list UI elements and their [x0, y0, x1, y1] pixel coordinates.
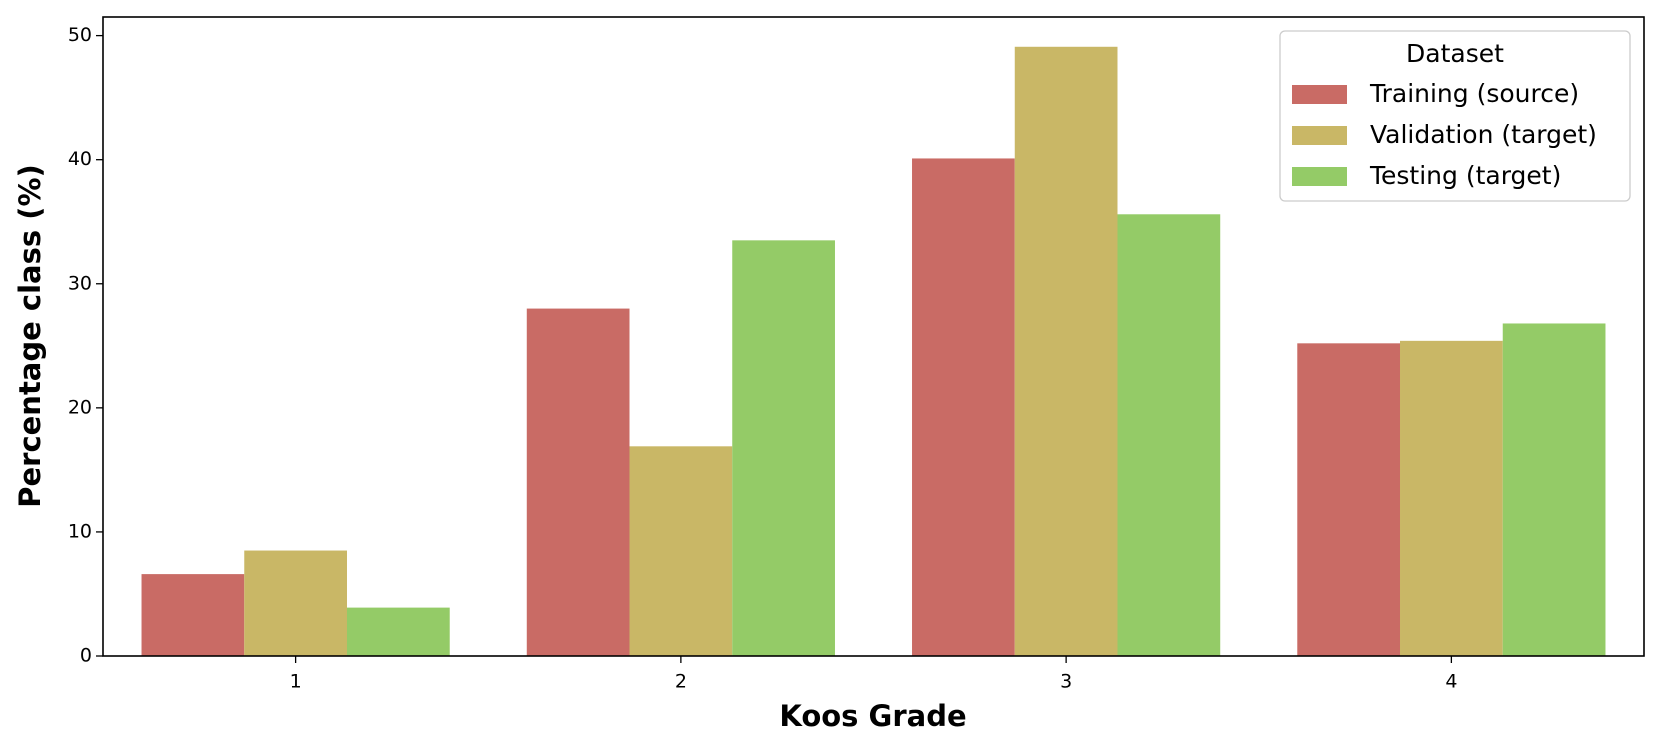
bar [346, 607, 450, 656]
x-tick-label: 1 [290, 671, 302, 693]
x-tick-label: 2 [675, 671, 687, 693]
legend-label: Testing (target) [1369, 161, 1561, 190]
legend-box [1279, 30, 1631, 202]
y-axis-label: Percentage class (%) [13, 164, 47, 508]
legend-swatch [1292, 167, 1347, 186]
bar [526, 308, 630, 656]
bar [1297, 343, 1401, 656]
y-tick-label: 20 [68, 396, 92, 418]
legend-label: Validation (target) [1370, 120, 1597, 149]
x-tick-label: 4 [1445, 671, 1457, 693]
y-tick-label: 30 [68, 272, 92, 294]
y-tick-label: 10 [68, 520, 92, 542]
legend-title: Dataset [1406, 39, 1504, 68]
bar [1014, 46, 1118, 657]
x-tick-label: 3 [1060, 671, 1072, 693]
bar [629, 446, 733, 656]
bar [912, 158, 1015, 656]
bar [732, 240, 835, 656]
legend-label: Training (source) [1369, 79, 1579, 108]
bar [1400, 340, 1503, 656]
legend-swatch [1292, 85, 1347, 104]
legend-swatch [1292, 126, 1347, 145]
bar [141, 574, 245, 656]
plot-frame [102, 16, 1645, 657]
y-tick-label: 0 [80, 645, 92, 667]
y-tick-label: 40 [68, 148, 92, 170]
bar [244, 550, 347, 656]
y-tick-label: 50 [68, 24, 92, 46]
bar [1117, 214, 1221, 656]
x-axis-label: Koos Grade [779, 699, 966, 733]
bar [1502, 323, 1606, 656]
